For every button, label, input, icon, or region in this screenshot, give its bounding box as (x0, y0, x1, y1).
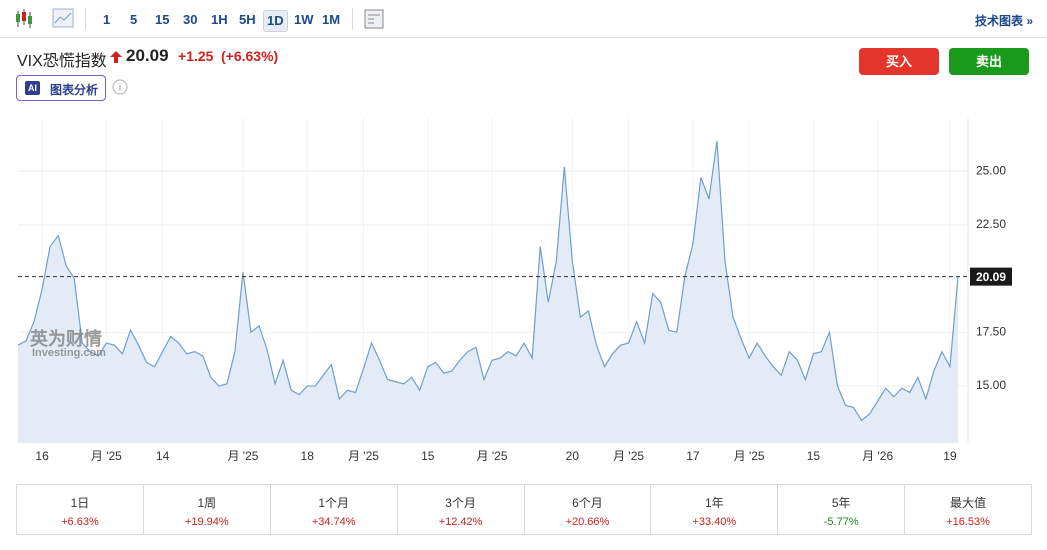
separator (352, 8, 353, 30)
up-arrow (110, 51, 122, 63)
ai-badge: AI (25, 81, 40, 95)
timeframe-button[interactable]: 1W (294, 12, 314, 27)
period-label: 1日 (70, 496, 90, 510)
period-change: +12.42% (438, 516, 483, 528)
y-tick-label: 25.00 (976, 163, 1006, 177)
period-label: 1年 (704, 496, 724, 510)
x-tick-label: 月 '25 (227, 449, 258, 463)
period-label: 6个月 (572, 496, 603, 510)
x-tick-label: 18 (301, 449, 315, 463)
timeframe-button[interactable]: 5 (130, 12, 138, 27)
timeframe-button[interactable]: 1 (103, 12, 111, 27)
period-label: 1周 (197, 496, 217, 510)
x-tick-label: 月 '25 (613, 449, 644, 463)
x-tick-label: 16 (35, 449, 49, 463)
performance-cell: 3个月 +12.42% (398, 485, 525, 534)
y-tick-label: 17.50 (976, 324, 1006, 338)
technical-chart-link[interactable]: 技术图表 » (974, 14, 1033, 28)
x-tick-label: 17 (686, 449, 700, 463)
period-change: +34.74% (311, 516, 356, 528)
timeframe-button[interactable]: 1H (211, 12, 228, 27)
change-percent: (+6.63%) (221, 48, 279, 64)
period-label: 3个月 (445, 496, 476, 510)
watermark-cn: 英为财情 (29, 328, 102, 349)
watermark-en: Investing.com (32, 347, 106, 359)
instrument-name: VIX恐慌指数 (17, 53, 107, 70)
svg-text:i: i (119, 83, 121, 94)
period-label: 5年 (831, 496, 851, 510)
x-tick-label: 20 (566, 449, 580, 463)
performance-cell: 最大值 +16.53% (905, 485, 1031, 534)
x-tick-label: 15 (421, 449, 435, 463)
last-price-tag (970, 267, 1012, 286)
period-change: +6.63% (61, 516, 99, 528)
performance-cell: 5年 -5.77% (778, 485, 906, 534)
info-icon[interactable]: i (112, 79, 128, 95)
period-change: +19.94% (184, 516, 229, 528)
last-price: 20.09 (126, 46, 169, 65)
timeframe-button[interactable]: 5H (239, 12, 256, 27)
y-tick-label: 22.50 (976, 217, 1006, 231)
x-tick-label: 14 (156, 449, 170, 463)
period-change: -5.77% (823, 516, 859, 528)
x-tick-label: 月 '25 (734, 449, 765, 463)
period-change: +33.40% (692, 516, 737, 528)
x-tick-label: 19 (943, 449, 957, 463)
last-price-label: 20.09 (976, 270, 1006, 284)
ai-analysis-button[interactable]: AI 图表分析 (16, 75, 106, 101)
timeframe-button[interactable]: 15 (155, 12, 170, 27)
period-change: +20.66% (565, 516, 610, 528)
x-tick-label: 月 '26 (862, 449, 893, 463)
x-tick-label: 15 (807, 449, 821, 463)
toolbar: 1 5 15 30 1H 5H 1D 1W 1M 技术图表 » (0, 0, 1047, 38)
period-change: +16.53% (946, 516, 990, 528)
change: +1.25 (178, 48, 214, 64)
performance-cell: 1周 +19.94% (144, 485, 271, 534)
y-tick-label: 15.00 (976, 378, 1006, 392)
period-label: 1个月 (318, 496, 350, 510)
performance-cell: 1日 +6.63% (17, 485, 144, 534)
performance-cell: 1个月 +34.74% (271, 485, 398, 534)
layout-icon[interactable] (363, 8, 387, 32)
chart-type-icons[interactable] (10, 0, 90, 36)
chart: 16 月 '25 14 月 '25 18 月 '25 15 月 '25 20 月 '25 17 月 '… (17, 118, 1012, 463)
sell-button[interactable]: 卖出 (949, 48, 1029, 75)
ai-label: 图表分析 (50, 83, 99, 97)
performance-cell: 1年 +33.40% (651, 485, 779, 534)
performance-cell: 6个月 +20.66% (525, 485, 652, 534)
timeframe-button[interactable]: 1D (263, 10, 288, 32)
timeframe-button[interactable]: 1M (322, 12, 341, 27)
timeframe-button[interactable]: 30 (183, 12, 198, 27)
performance-table: 1日 +6.63% 1周 +19.94% 1个月 +34.74% 3个月 +12.42% 6个月… (16, 484, 1032, 535)
x-tick-label: 月 '25 (477, 449, 508, 463)
buy-button[interactable]: 买入 (859, 48, 939, 75)
separator (85, 8, 86, 30)
period-label: 最大值 (950, 496, 987, 510)
x-tick-label: 月 '25 (91, 449, 122, 463)
price-line (17, 140, 959, 422)
area-fill (18, 141, 958, 443)
x-tick-label: 月 '25 (348, 449, 379, 463)
